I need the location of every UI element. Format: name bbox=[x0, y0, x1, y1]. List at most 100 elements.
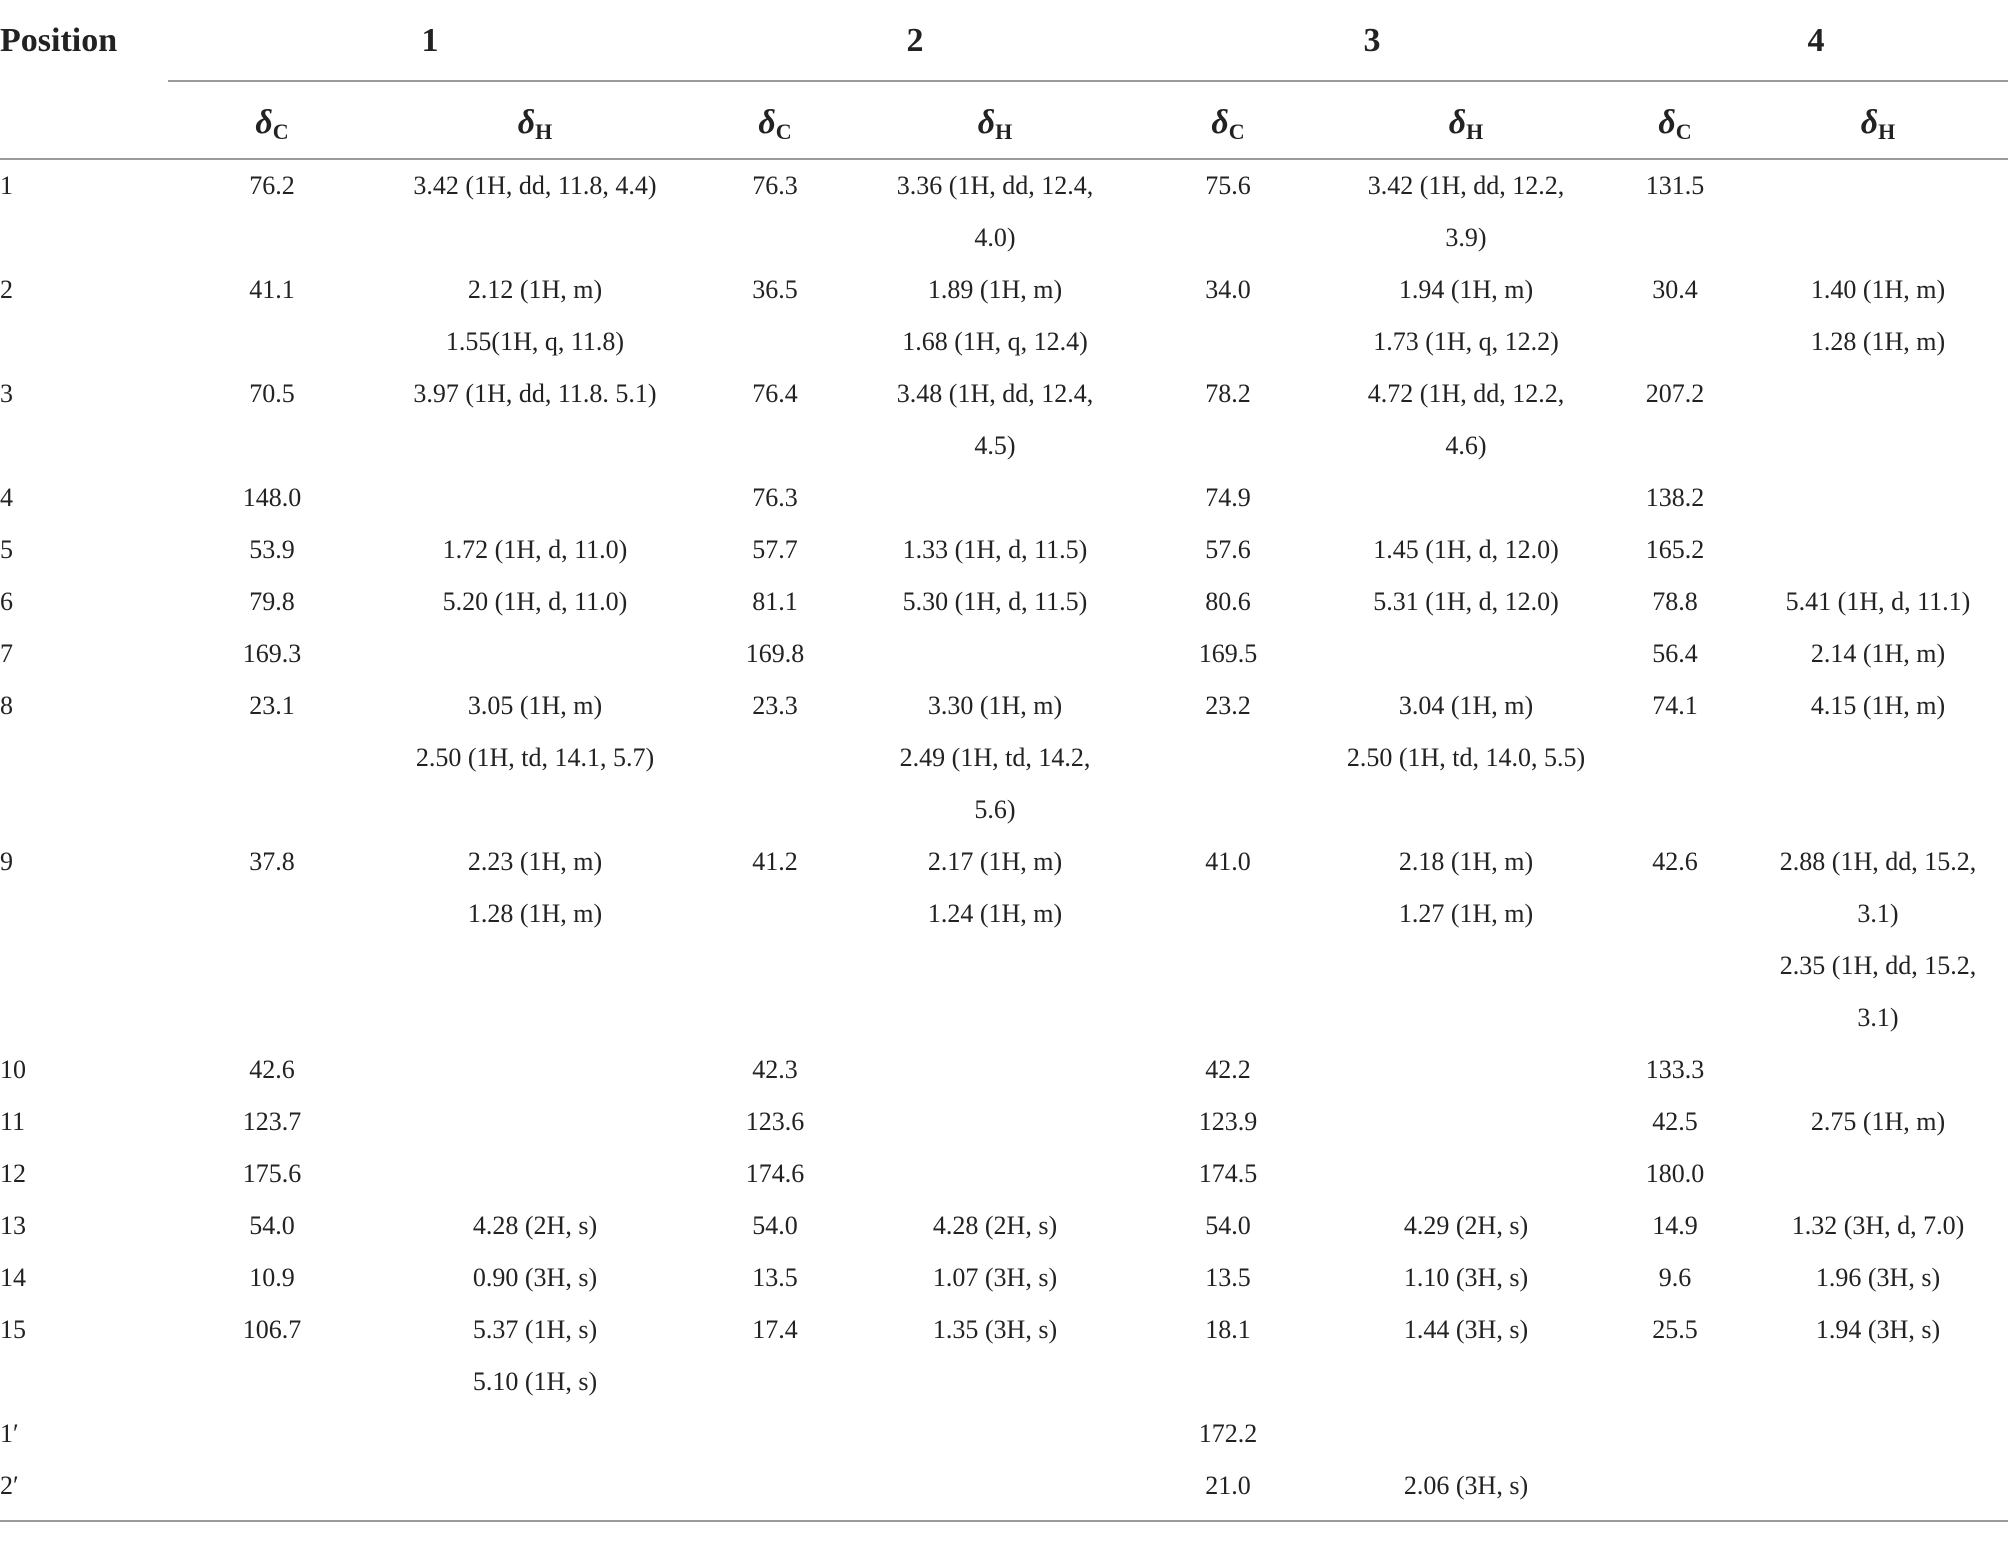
compound-1-header: 1 bbox=[421, 22, 439, 59]
delta-c-cell: 23.1 bbox=[249, 691, 295, 720]
delta-h-cell: 1.55(1H, q, 11.8) bbox=[445, 327, 625, 356]
delta-h-cell: 3.97 (1H, dd, 11.8. 5.1) bbox=[413, 379, 657, 408]
delta-c-cell: 174.5 bbox=[1198, 1159, 1258, 1188]
position-cell: 4 bbox=[0, 483, 13, 512]
delta-h-cell: 2.12 (1H, m) bbox=[467, 275, 603, 304]
delta-h-header-1: δH bbox=[517, 104, 553, 144]
delta-h-cell: 2.14 (1H, m) bbox=[1810, 639, 1946, 668]
delta-h-header-3: δH bbox=[1448, 104, 1484, 144]
position-cell: 2 bbox=[0, 275, 13, 304]
position-cell: 10 bbox=[0, 1055, 26, 1084]
delta-h-cell: 2.75 (1H, m) bbox=[1810, 1107, 1946, 1136]
delta-h-cell: 4.5) bbox=[974, 431, 1016, 460]
delta-c-cell: 78.8 bbox=[1652, 587, 1698, 616]
header-divider bbox=[168, 80, 2008, 82]
delta-h-cell: 3.30 (1H, m) bbox=[927, 691, 1063, 720]
delta-h-cell: 2.18 (1H, m) bbox=[1398, 847, 1534, 876]
delta-h-cell: 1.94 (3H, s) bbox=[1815, 1315, 1941, 1344]
delta-h-cell: 4.15 (1H, m) bbox=[1810, 691, 1946, 720]
delta-c-cell: 78.2 bbox=[1205, 379, 1251, 408]
delta-c-cell: 25.5 bbox=[1652, 1315, 1698, 1344]
delta-h-cell: 3.42 (1H, dd, 12.2, bbox=[1367, 171, 1565, 200]
delta-c-cell: 138.2 bbox=[1645, 483, 1705, 512]
delta-h-cell: 5.37 (1H, s) bbox=[472, 1315, 598, 1344]
table-bottom-rule bbox=[0, 1520, 2008, 1522]
delta-h-cell: 2.35 (1H, dd, 15.2, bbox=[1779, 951, 1977, 980]
position-cell: 1′ bbox=[0, 1419, 19, 1448]
delta-h-cell: 1.32 (3H, d, 7.0) bbox=[1791, 1211, 1965, 1240]
delta-c-cell: 34.0 bbox=[1205, 275, 1251, 304]
delta-c-cell: 53.9 bbox=[249, 535, 295, 564]
delta-c-header-3: δC bbox=[1211, 104, 1245, 144]
delta-c-cell: 133.3 bbox=[1645, 1055, 1705, 1084]
delta-h-cell: 0.90 (3H, s) bbox=[472, 1263, 598, 1292]
delta-h-cell: 1.40 (1H, m) bbox=[1810, 275, 1946, 304]
delta-h-cell: 5.6) bbox=[974, 795, 1016, 824]
delta-c-cell: 74.9 bbox=[1205, 483, 1251, 512]
delta-h-cell: 1.35 (3H, s) bbox=[932, 1315, 1058, 1344]
delta-c-cell: 13.5 bbox=[1205, 1263, 1251, 1292]
delta-h-cell: 3.42 (1H, dd, 11.8, 4.4) bbox=[413, 171, 657, 200]
table-body: 1 76.2 3.42 (1H, dd, 11.8, 4.4) 76.3 3.36 (1… bbox=[0, 160, 2008, 1512]
delta-c-cell: 54.0 bbox=[752, 1211, 798, 1240]
position-cell: 12 bbox=[0, 1159, 26, 1188]
position-cell: 15 bbox=[0, 1315, 26, 1344]
delta-h-cell: 1.45 (1H, d, 12.0) bbox=[1373, 535, 1559, 564]
delta-h-cell: 1.10 (3H, s) bbox=[1403, 1263, 1529, 1292]
table-row: 9 37.8 2.23 (1H, m) 1.28 (1H, m) 41.2 2.17 (1… bbox=[0, 836, 2008, 1044]
delta-h-cell: 1.33 (1H, d, 11.5) bbox=[902, 535, 1088, 564]
subheader-divider bbox=[0, 158, 2008, 160]
delta-c-cell: 180.0 bbox=[1645, 1159, 1705, 1188]
delta-c-cell: 42.5 bbox=[1652, 1107, 1698, 1136]
delta-c-cell: 42.6 bbox=[1652, 847, 1698, 876]
delta-h-header-2: δH bbox=[977, 104, 1013, 144]
delta-h-cell: 1.94 (1H, m) bbox=[1398, 275, 1534, 304]
position-cell: 7 bbox=[0, 639, 13, 668]
delta-h-cell: 1.28 (1H, m) bbox=[1810, 327, 1946, 356]
delta-h-cell: 3.36 (1H, dd, 12.4, bbox=[896, 171, 1094, 200]
delta-c-cell: 57.7 bbox=[752, 535, 798, 564]
position-cell: 11 bbox=[0, 1107, 26, 1136]
table-row: 1 76.2 3.42 (1H, dd, 11.8, 4.4) 76.3 3.36 (1… bbox=[0, 160, 2008, 264]
delta-h-header-4: δH bbox=[1860, 104, 1896, 144]
delta-h-cell: 3.1) bbox=[1857, 1003, 1899, 1032]
table-row: 11 123.7 123.6 123.9 42.5 2.75 (1H, m) bbox=[0, 1096, 2008, 1148]
delta-h-cell: 4.0) bbox=[974, 223, 1016, 252]
position-cell: 8 bbox=[0, 691, 13, 720]
compound-2-header: 2 bbox=[906, 22, 924, 59]
table-row: 14 10.9 0.90 (3H, s) 13.5 1.07 (3H, s) 13.5 1.… bbox=[0, 1252, 2008, 1304]
delta-c-cell: 76.3 bbox=[752, 483, 798, 512]
delta-c-cell: 9.6 bbox=[1658, 1263, 1692, 1292]
delta-c-cell: 123.7 bbox=[242, 1107, 302, 1136]
table-row: 1′ 172.2 bbox=[0, 1408, 2008, 1460]
delta-c-cell: 30.4 bbox=[1652, 275, 1698, 304]
delta-c-header-2: δC bbox=[758, 104, 792, 144]
delta-h-cell: 1.28 (1H, m) bbox=[467, 899, 603, 928]
delta-c-cell: 41.1 bbox=[249, 275, 295, 304]
delta-h-cell: 1.24 (1H, m) bbox=[927, 899, 1063, 928]
table-row: 12 175.6 174.6 174.5 180.0 bbox=[0, 1148, 2008, 1200]
position-cell: 1 bbox=[0, 171, 13, 200]
delta-h-cell: 1.72 (1H, d, 11.0) bbox=[442, 535, 628, 564]
delta-h-cell: 4.72 (1H, dd, 12.2, bbox=[1367, 379, 1565, 408]
table-row: 2′ 21.0 2.06 (3H, s) bbox=[0, 1460, 2008, 1512]
delta-c-cell: 76.2 bbox=[249, 171, 295, 200]
delta-h-cell: 3.04 (1H, m) bbox=[1398, 691, 1534, 720]
delta-h-cell: 3.1) bbox=[1857, 899, 1899, 928]
delta-c-cell: 75.6 bbox=[1205, 171, 1251, 200]
table-row: 6 79.8 5.20 (1H, d, 11.0) 81.1 5.30 (1H, d, … bbox=[0, 576, 2008, 628]
delta-c-cell: 70.5 bbox=[249, 379, 295, 408]
delta-c-header-1: δC bbox=[255, 104, 289, 144]
delta-c-cell: 131.5 bbox=[1645, 171, 1705, 200]
delta-c-cell: 42.6 bbox=[249, 1055, 295, 1084]
delta-c-cell: 207.2 bbox=[1645, 379, 1705, 408]
delta-c-cell: 36.5 bbox=[752, 275, 798, 304]
delta-h-cell: 2.17 (1H, m) bbox=[927, 847, 1063, 876]
delta-h-cell: 5.30 (1H, d, 11.5) bbox=[902, 587, 1088, 616]
delta-c-cell: 76.3 bbox=[752, 171, 798, 200]
position-cell: 13 bbox=[0, 1211, 26, 1240]
position-cell: 2′ bbox=[0, 1471, 19, 1500]
delta-h-cell: 2.50 (1H, td, 14.0, 5.5) bbox=[1346, 743, 1586, 772]
delta-c-cell: 17.4 bbox=[752, 1315, 798, 1344]
delta-c-cell: 169.5 bbox=[1198, 639, 1258, 668]
